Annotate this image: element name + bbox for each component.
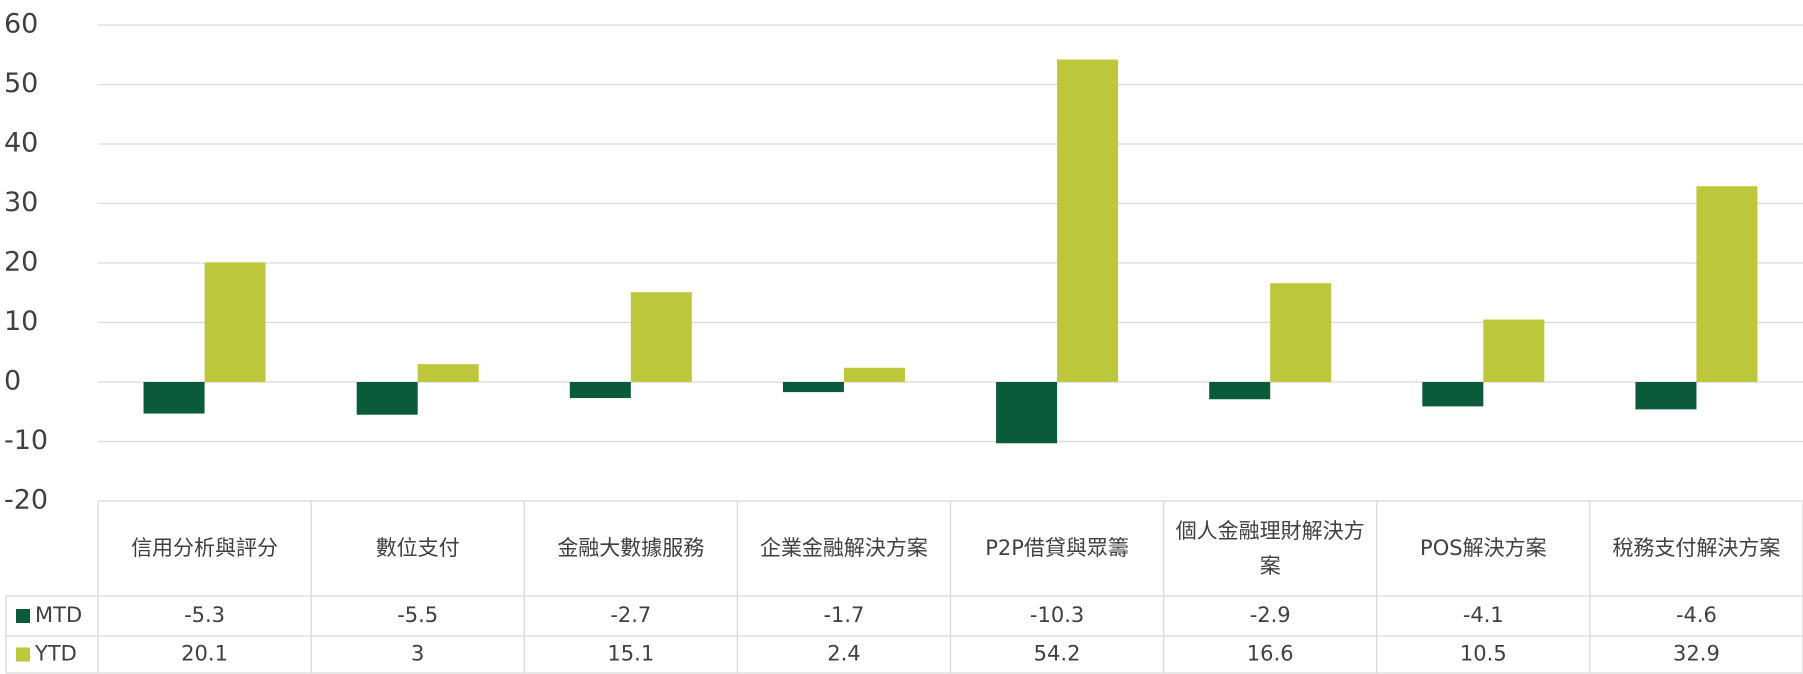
bar [1422,382,1484,407]
table-value: 3 [411,642,424,666]
bar [204,262,266,382]
y-tick-label: 30 [4,187,38,218]
y-tick-label: 20 [4,247,38,278]
y-tick-label: 10 [4,306,38,337]
table-value: -1.7 [823,603,864,627]
bar [1209,382,1271,400]
table-value: -2.7 [610,603,651,627]
category-label: 稅務支付解決方案 [1612,536,1781,561]
category-label: 數位支付 [375,536,460,561]
category-label: 金融大數據服務 [557,536,705,561]
legend-label: MTD [35,603,82,627]
legend-swatch [16,647,30,662]
table-value: -4.1 [1463,603,1504,627]
table-value: -5.3 [184,603,225,627]
bar [782,382,844,393]
bar [630,292,692,382]
bar [569,382,631,399]
bar [143,382,205,414]
category-label: P2P借貸與眾籌 [985,536,1129,561]
y-tick-label: 40 [4,128,38,159]
table-value: 10.5 [1460,642,1507,666]
y-tick-label: -20 [4,485,48,516]
bar [1635,382,1697,410]
y-tick-label: 0 [4,366,21,397]
table-value: 2.4 [827,642,860,666]
category-label: 企業金融解決方案 [759,536,928,561]
bar [1057,59,1119,382]
legend-swatch [16,609,30,623]
category-label: 信用分析與評分 [131,536,279,561]
bar [1483,319,1545,382]
table-value: 15.1 [607,642,654,666]
bar [996,382,1058,444]
y-tick-label: 50 [4,68,38,99]
legend-label: YTD [34,642,77,666]
bar [843,367,905,382]
bar [417,364,479,382]
category-label: POS解決方案 [1420,536,1547,561]
y-tick-label: -10 [4,425,48,456]
bar [1696,186,1758,382]
category-label: 個人金融理財解決方案 [1175,518,1365,578]
table-value: 16.6 [1247,642,1294,666]
bar [356,382,418,415]
table-value: 54.2 [1034,642,1081,666]
bar [1270,283,1332,382]
table-value: 32.9 [1673,642,1720,666]
table-value: -2.9 [1250,603,1291,627]
table-value: -4.6 [1676,603,1717,627]
table-value: -5.5 [397,603,438,627]
y-tick-label: 60 [4,9,38,40]
table-value: -10.3 [1030,603,1084,627]
table-value: 20.1 [181,642,228,666]
